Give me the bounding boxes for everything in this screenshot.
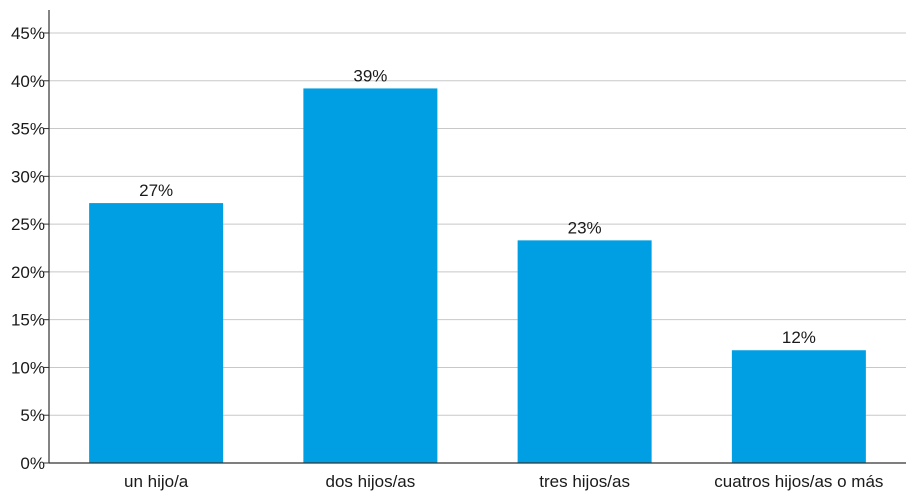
data-label: 23% — [568, 218, 602, 237]
x-category-label: cuatros hijos/as o más — [714, 472, 883, 491]
y-tick-label: 45% — [11, 24, 45, 43]
data-label: 39% — [353, 66, 387, 85]
y-tick-label: 40% — [11, 72, 45, 91]
y-tick-label: 20% — [11, 263, 45, 282]
bars — [89, 88, 866, 464]
x-category-label: dos hijos/as — [325, 472, 415, 491]
y-tick-label: 10% — [11, 358, 45, 377]
axes — [44, 10, 906, 464]
y-tick-label: 0% — [20, 454, 45, 473]
y-tick-label: 5% — [20, 406, 45, 425]
y-tick-label: 25% — [11, 215, 45, 234]
data-label: 12% — [782, 328, 816, 347]
y-tick-label: 30% — [11, 167, 45, 186]
labels: 0% 5% 10% 15% 20% 25% 30% 35% 40% 45% 27% un hijo/a… — [11, 24, 883, 491]
x-category-label: un hijo/a — [124, 472, 189, 491]
bar — [303, 88, 438, 463]
y-tick-label: 35% — [11, 120, 45, 139]
x-category-label: tres hijos/as — [539, 472, 630, 491]
bar — [731, 350, 866, 463]
bar — [517, 240, 652, 463]
bar — [89, 203, 224, 464]
y-tick-label: 15% — [11, 311, 45, 330]
data-label: 27% — [139, 181, 173, 200]
